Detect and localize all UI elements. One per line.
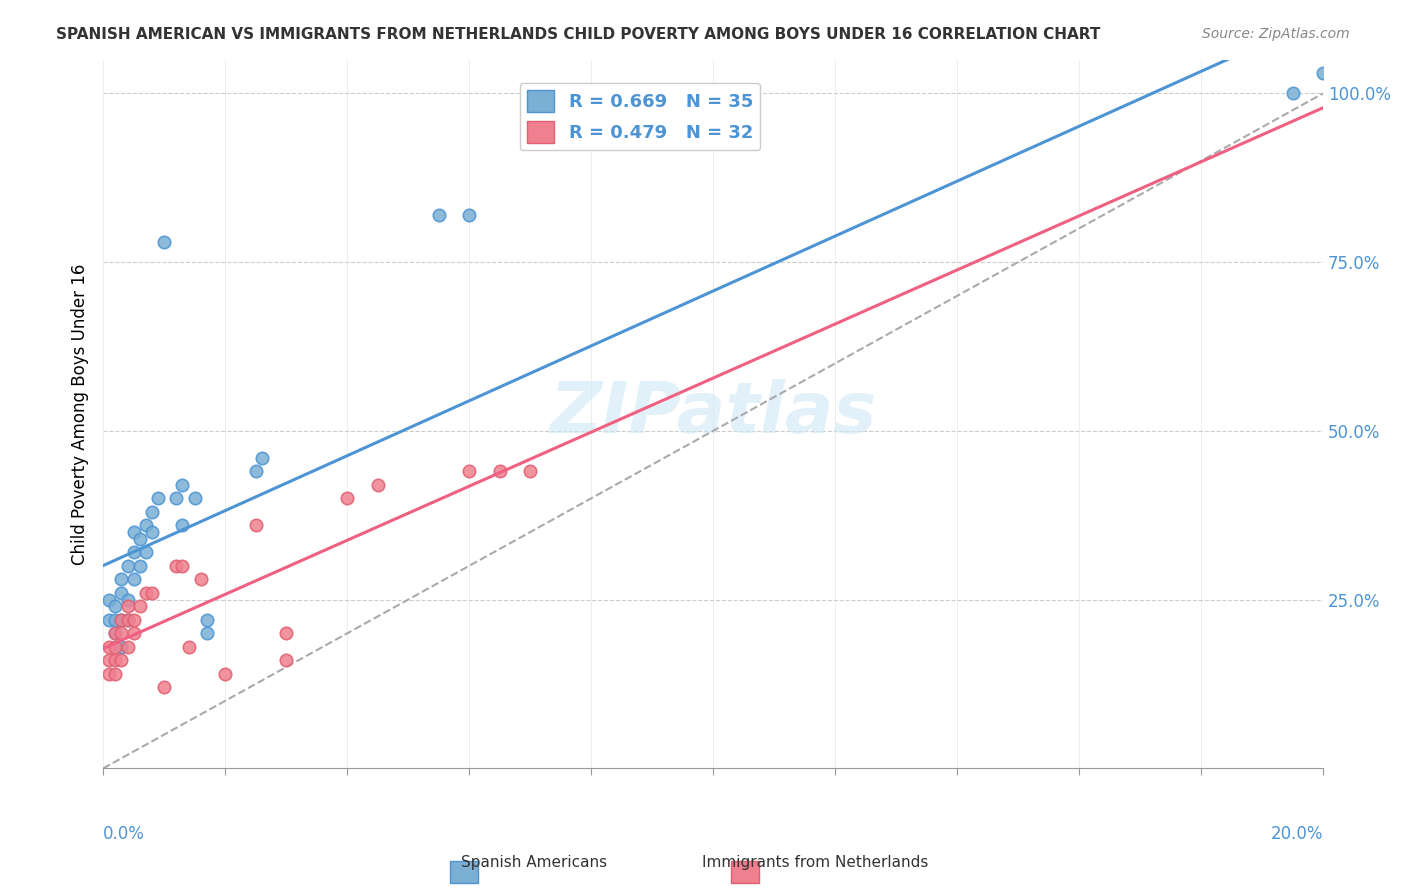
Point [110,626,132,640]
Point [117,613,139,627]
Text: Immigrants from Netherlands: Immigrants from Netherlands [702,855,929,870]
Point [153,681,176,695]
Point [488,464,510,478]
Point [172,518,194,533]
Point [117,640,139,654]
Point [195,613,218,627]
Point [122,525,145,540]
Point [153,235,176,249]
Point [427,208,450,222]
Point [519,464,541,478]
Point [98,640,121,654]
Y-axis label: Child Poverty Among Boys Under 16: Child Poverty Among Boys Under 16 [72,263,89,565]
Point [276,626,298,640]
Point [98,613,121,627]
Point [110,586,132,600]
Point [122,545,145,559]
Point [128,532,150,546]
Point [98,592,121,607]
Point [276,653,298,667]
Point [165,491,187,506]
Point [172,478,194,492]
Point [117,592,139,607]
Point [110,573,132,587]
Point [135,545,157,559]
Point [141,586,163,600]
Point [104,599,127,614]
Point [122,626,145,640]
Point [110,653,132,667]
Point [141,505,163,519]
Point [146,491,169,506]
Point [141,525,163,540]
Point [110,640,132,654]
Point [195,626,218,640]
Point [190,573,212,587]
Point [128,599,150,614]
Point [128,558,150,573]
Point [135,586,157,600]
Point [165,558,187,573]
Point [117,613,139,627]
Point [458,208,481,222]
Text: Spanish Americans: Spanish Americans [461,855,607,870]
Point [336,491,359,506]
Text: 0.0%: 0.0% [103,825,145,843]
Point [183,491,205,506]
Point [110,613,132,627]
Point [104,653,127,667]
Point [1281,87,1303,101]
Point [117,558,139,573]
Point [122,613,145,627]
Point [172,558,194,573]
Text: 20.0%: 20.0% [1271,825,1323,843]
Point [367,478,389,492]
Point [104,666,127,681]
Point [98,653,121,667]
Point [104,640,127,654]
Point [214,666,236,681]
Point [135,518,157,533]
Point [245,518,267,533]
Point [250,450,273,465]
Point [245,464,267,478]
Point [104,613,127,627]
Text: SPANISH AMERICAN VS IMMIGRANTS FROM NETHERLANDS CHILD POVERTY AMONG BOYS UNDER 1: SPANISH AMERICAN VS IMMIGRANTS FROM NETH… [56,27,1101,42]
Point [458,464,481,478]
Point [117,599,139,614]
Point [122,573,145,587]
Point [1312,66,1334,80]
Legend: R = 0.669   N = 35, R = 0.479   N = 32: R = 0.669 N = 35, R = 0.479 N = 32 [520,83,761,151]
Point [104,626,127,640]
Text: ZIPatlas: ZIPatlas [550,379,877,449]
Text: Source: ZipAtlas.com: Source: ZipAtlas.com [1202,27,1350,41]
Point [104,626,127,640]
Point [98,666,121,681]
Point [110,613,132,627]
Point [177,640,200,654]
